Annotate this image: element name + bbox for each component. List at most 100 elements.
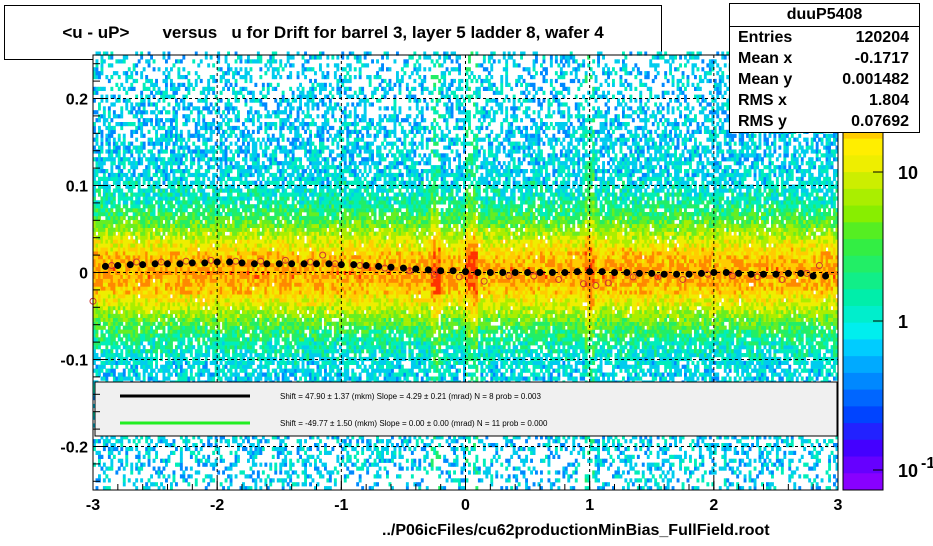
heatmap-cell (132, 364, 136, 369)
heatmap-cell (150, 102, 153, 107)
heatmap-cell (249, 215, 253, 221)
heatmap-cell (140, 309, 144, 315)
heatmap-cell (142, 298, 146, 303)
heatmap-cell (232, 286, 235, 291)
heatmap-cell (132, 67, 136, 72)
heatmap-cell (224, 278, 228, 283)
heatmap-cell (232, 106, 235, 111)
heatmap-cell (182, 368, 186, 373)
heatmap-cell (152, 86, 156, 91)
heatmap-cell (98, 345, 101, 350)
heatmap-cell (120, 462, 124, 467)
heatmap-cell (197, 290, 201, 295)
heatmap-cell (227, 78, 230, 84)
heatmap-cell (194, 212, 198, 217)
heatmap-cell (147, 184, 151, 189)
heatmap-cell (199, 274, 203, 279)
heatmap-cell (232, 345, 235, 350)
heatmap-cell (172, 149, 176, 154)
heatmap-cell (247, 90, 250, 95)
heatmap-cell (204, 353, 208, 358)
heatmap-cell (147, 337, 151, 342)
heatmap-cell (120, 360, 124, 365)
heatmap-cell (172, 353, 176, 358)
heatmap-cell (130, 376, 134, 381)
heatmap-cell (177, 333, 181, 338)
heatmap-cell (130, 329, 134, 334)
heatmap-cell (187, 102, 191, 107)
heatmap-cell (127, 278, 131, 283)
heatmap-cell (155, 102, 158, 107)
heatmap-cell (204, 274, 208, 279)
heatmap-cell (127, 145, 131, 150)
heatmap-cell (117, 325, 121, 330)
heatmap-cell (197, 196, 201, 201)
heatmap-cell (179, 137, 183, 142)
heatmap-cell (192, 133, 196, 138)
heatmap-cell (207, 161, 211, 166)
heatmap-cell (207, 176, 211, 181)
heatmap-cell (204, 129, 208, 134)
heatmap-cell (202, 133, 206, 138)
heatmap-cell (237, 294, 240, 299)
heatmap-cell (142, 372, 146, 377)
heatmap-cell (100, 63, 104, 68)
heatmap-cell (204, 239, 208, 244)
heatmap-cell (189, 223, 193, 228)
heatmap-cell (234, 317, 238, 322)
heatmap-cell (256, 325, 260, 330)
heatmap-cell (187, 302, 191, 307)
heatmap-cell (165, 94, 168, 99)
heatmap-cell (209, 259, 213, 264)
heatmap-cell (247, 110, 250, 115)
heatmap-cell (189, 157, 193, 162)
heatmap-cell (100, 196, 104, 201)
heatmap-cell (172, 192, 176, 197)
heatmap-cell (140, 192, 144, 197)
heatmap-cell (187, 200, 191, 205)
heatmap-cell (98, 282, 101, 287)
heatmap-cell (165, 376, 168, 381)
heatmap-cell (120, 114, 124, 119)
heatmap-cell (107, 137, 111, 142)
heatmap-cell (122, 298, 126, 303)
heatmap-cell (192, 180, 196, 185)
heatmap-cell (152, 180, 156, 185)
heatmap-cell (247, 486, 250, 491)
heatmap-cell (224, 302, 228, 307)
heatmap-cell (98, 208, 101, 213)
heatmap-cell (100, 157, 104, 162)
heatmap-cell (175, 153, 178, 158)
heatmap-cell (172, 63, 176, 68)
heatmap-cell (224, 114, 228, 119)
heatmap-cell (105, 466, 109, 471)
heatmap-cell (182, 286, 186, 291)
heatmap-cell (135, 364, 139, 369)
heatmap-cell (194, 278, 198, 283)
heatmap-cell (140, 325, 144, 330)
heatmap-cell (177, 137, 181, 142)
heatmap-cell (115, 141, 119, 146)
heatmap-cell (179, 145, 183, 150)
heatmap-cell (107, 129, 111, 134)
heatmap-cell (259, 200, 263, 205)
heatmap-cell (157, 262, 161, 268)
heatmap-cell (132, 372, 136, 377)
heatmap-cell (251, 255, 255, 260)
heatmap-cell (229, 67, 233, 72)
heatmap-cell (145, 282, 149, 287)
heatmap-cell (125, 204, 129, 209)
heatmap-cell (135, 231, 139, 236)
heatmap-cell (152, 482, 156, 487)
heatmap-cell (145, 212, 149, 217)
heatmap-cell (244, 102, 248, 107)
heatmap-cell (234, 439, 238, 444)
heatmap-cell (167, 329, 171, 334)
heatmap-cell (177, 176, 181, 181)
heatmap-cell (219, 165, 223, 170)
heatmap-cell (207, 266, 211, 271)
heatmap-cell (155, 353, 158, 358)
heatmap-cell (147, 446, 151, 452)
heatmap-cell (102, 86, 106, 91)
heatmap-cell (217, 239, 221, 244)
